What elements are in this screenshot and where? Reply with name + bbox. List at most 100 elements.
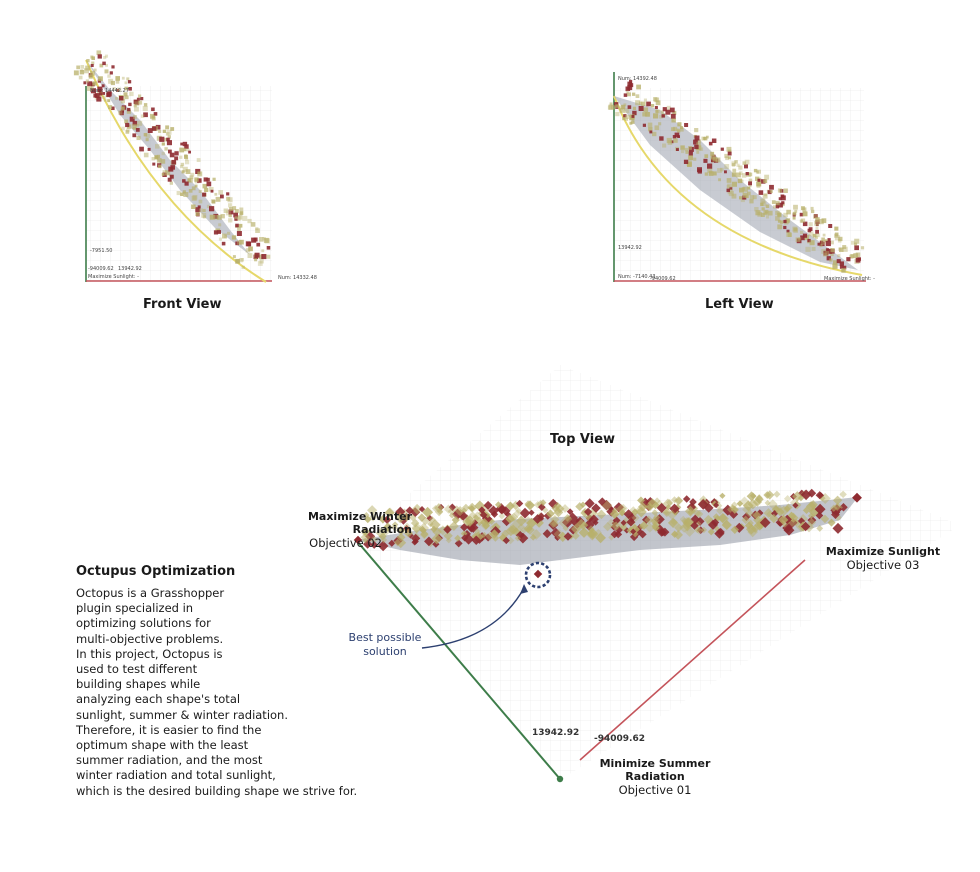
solution-point [609, 102, 613, 106]
solution-point [703, 136, 708, 141]
solution-point [677, 129, 681, 133]
solution-point [133, 115, 137, 119]
solution-point [185, 160, 190, 165]
solution-point [384, 507, 396, 518]
solution-point [398, 528, 405, 535]
left-value-a: 13942.92 [618, 245, 642, 251]
objective-sunlight-sub: Objective 03 [846, 558, 920, 572]
solution-point [147, 128, 153, 133]
solution-point [666, 137, 672, 144]
solution-point [98, 76, 103, 82]
solution-point [191, 186, 196, 191]
solution-point [681, 149, 685, 154]
solution-point [235, 241, 239, 246]
solution-point [660, 110, 664, 114]
solution-point [727, 183, 732, 189]
solution-point [827, 248, 833, 254]
solution-point [208, 187, 214, 192]
solution-point [686, 160, 692, 166]
solution-point [94, 93, 100, 98]
solution-point [700, 526, 708, 534]
solution-point [239, 239, 244, 245]
solution-point [182, 141, 188, 147]
solution-point [645, 112, 650, 117]
solution-point [609, 509, 620, 520]
solution-point [677, 135, 680, 138]
solution-point [670, 113, 676, 119]
solution-point [708, 141, 713, 146]
left-axis-label: Maximize Sunlight: - [824, 276, 875, 282]
solution-point [732, 168, 737, 173]
solution-point [247, 253, 253, 258]
solution-point [802, 221, 808, 227]
solution-point [656, 502, 667, 513]
top-view-red-axis [579, 559, 806, 761]
solution-point [810, 240, 815, 245]
solution-point [506, 536, 515, 545]
solution-point [623, 93, 628, 97]
solution-point [760, 202, 764, 206]
solution-point [693, 139, 698, 145]
solution-point [220, 194, 224, 199]
red-axis-value: -94009.62 [594, 734, 645, 744]
solution-point [375, 527, 387, 539]
solution-point [726, 178, 732, 183]
solution-point [674, 523, 684, 533]
solution-point [191, 195, 197, 201]
solution-point [761, 179, 766, 184]
solution-point [202, 192, 207, 197]
solution-point [143, 152, 149, 158]
solution-point [266, 246, 271, 250]
solution-point [778, 202, 783, 208]
solution-point [667, 517, 679, 529]
solution-point [161, 151, 165, 156]
solution-point [688, 151, 693, 156]
solution-point [128, 87, 132, 91]
solution-point [161, 172, 165, 176]
solution-point [143, 112, 148, 118]
solution-point [671, 127, 675, 132]
solution-point [86, 59, 90, 63]
solution-point [703, 158, 708, 163]
solution-point [742, 500, 754, 512]
solution-point [591, 503, 601, 513]
solution-point [209, 214, 215, 220]
solution-point [823, 250, 829, 256]
solution-point [147, 147, 151, 151]
solution-point [197, 171, 202, 176]
solution-point [117, 87, 122, 92]
solution-point [411, 503, 423, 515]
solution-point [775, 210, 780, 216]
solution-point [188, 150, 191, 154]
solution-point [460, 523, 469, 532]
solution-point [777, 224, 783, 230]
solution-point [647, 122, 653, 128]
front-num-y: Num: 14442.27 [90, 88, 129, 94]
solution-point [860, 246, 865, 250]
solution-point [775, 507, 785, 517]
left-value-c: -94009.62 [650, 276, 676, 282]
solution-point [802, 233, 808, 238]
solution-point [745, 509, 754, 518]
solution-point [184, 181, 189, 186]
solution-point [623, 114, 627, 118]
solution-point [104, 69, 109, 74]
solution-point [839, 247, 844, 252]
best-solution-marker [524, 561, 552, 589]
solution-point [108, 78, 114, 84]
solution-point [143, 103, 148, 107]
solution-point [261, 254, 267, 260]
solution-point [688, 146, 692, 150]
solution-point [73, 70, 79, 76]
solution-point [731, 161, 736, 166]
solution-point [841, 269, 845, 273]
solution-point [184, 155, 188, 159]
solution-point [218, 190, 223, 195]
solution-point [121, 76, 125, 80]
solution-point [361, 527, 370, 536]
solution-point [80, 68, 84, 72]
solution-point [796, 238, 802, 244]
solution-point [673, 496, 684, 506]
solution-point [767, 499, 778, 510]
solution-point [367, 505, 378, 516]
